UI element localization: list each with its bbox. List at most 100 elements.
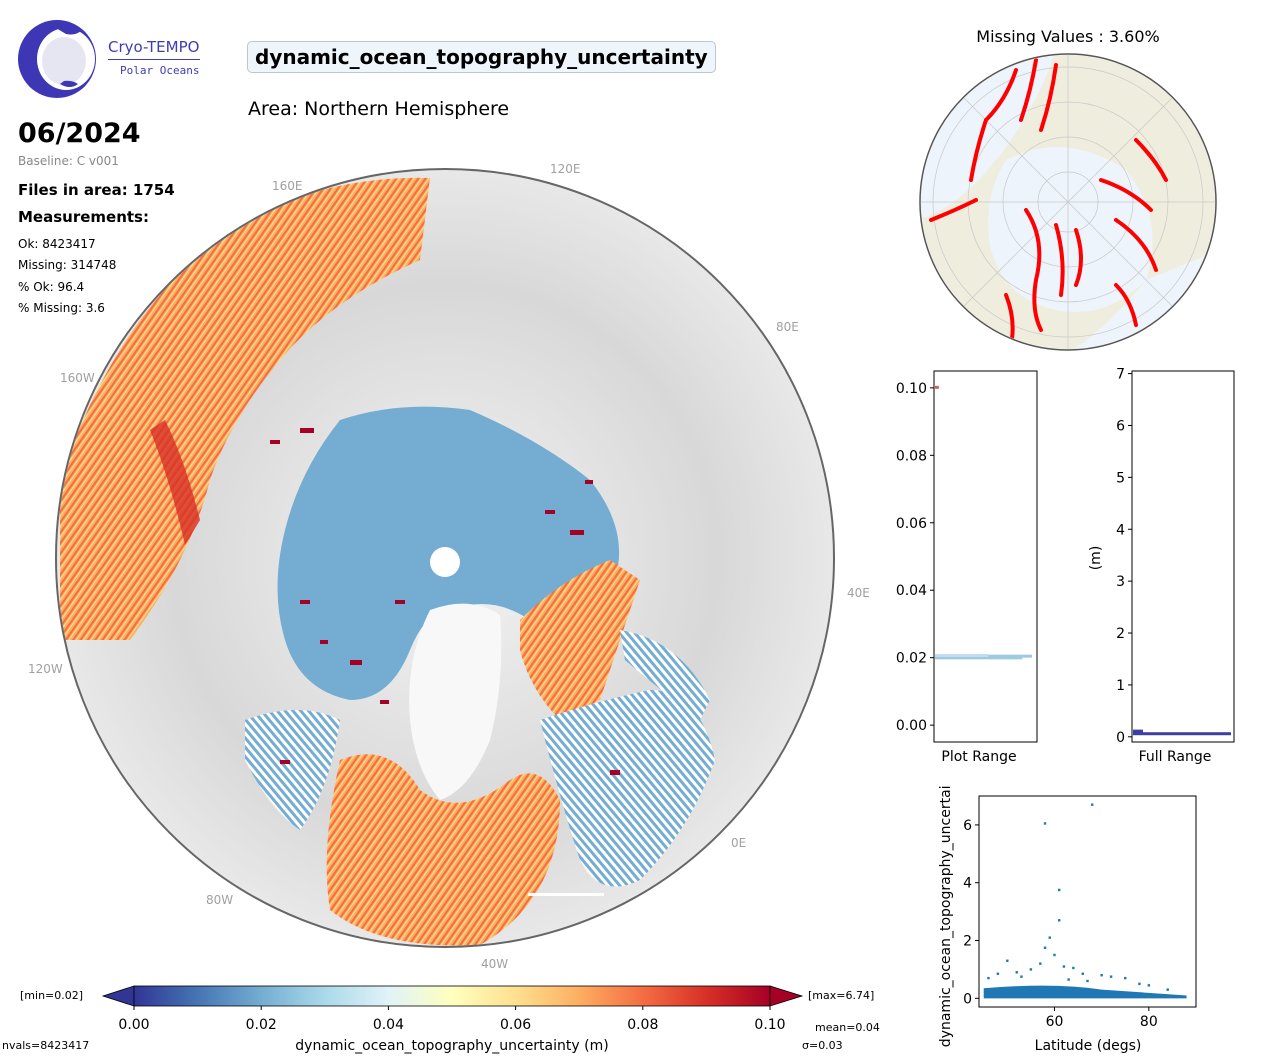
page-title: dynamic_ocean_topography_uncertainty — [247, 41, 716, 73]
colorbar-min-label: [min=0.02] — [20, 989, 83, 1002]
full-range-ytick-label: 6 — [1116, 418, 1125, 434]
full-range-ylabel: (m) — [1088, 546, 1104, 571]
logo-divider — [108, 59, 200, 60]
lon-label-80e: 80E — [776, 320, 799, 334]
colorbar: 0.00 0.02 0.04 0.06 0.08 0.10 [min=0.02] [max… — [2, 985, 880, 1054]
swath-north-pacific — [60, 177, 430, 640]
lon-label-40e: 40E — [847, 586, 870, 600]
plot-range-frame — [933, 370, 1038, 743]
lon-label-120w: 120W — [28, 662, 63, 676]
full-range-xlabel: Full Range — [1139, 749, 1212, 765]
scatter-ylabel: dynamic_ocean_topography_uncertainty — [938, 785, 954, 1047]
lon-label-120e: 120E — [550, 162, 581, 176]
area-label: Area: Northern Hemisphere — [248, 98, 510, 120]
scatter-point — [1006, 959, 1009, 962]
colorbar-tick-label: 0.00 — [118, 1017, 149, 1033]
colorbar-nvals: nvals=8423417 — [2, 1039, 89, 1052]
missing-map-title: Missing Values : 3.60% — [976, 27, 1160, 46]
scatter-point — [1057, 888, 1061, 892]
scatter-point — [1109, 975, 1113, 978]
missing-map-ocean — [988, 147, 1153, 312]
missing-values-map — [919, 53, 1217, 351]
colorbar-tick-label: 0.04 — [373, 1017, 404, 1033]
colorbar-label: dynamic_ocean_topography_uncertainty (m) — [295, 1038, 608, 1054]
colorbar-gradient — [133, 985, 771, 1007]
plot-range-bar — [935, 653, 989, 657]
swath-canadian-archipelago — [245, 710, 340, 830]
main-polar-map: 120E 160E 80E 160W 40E 120W 0E 80W 40W — [28, 162, 870, 971]
plot-range-ytick-label: 0.08 — [896, 448, 927, 464]
scatter-point — [1043, 946, 1047, 949]
colorbar-max-arrow — [769, 985, 804, 1007]
missing-points — [929, 58, 1168, 347]
plot-range-ytick-label: 0.02 — [896, 651, 927, 667]
full-range-ytick-label: 1 — [1116, 678, 1125, 694]
scatter-point — [1072, 966, 1075, 970]
scatter-point — [1039, 962, 1042, 965]
swath-okhotsk — [620, 630, 710, 720]
scatter-point — [1020, 975, 1023, 978]
scatter-point — [1057, 919, 1061, 922]
baseline-label: Baseline: C v001 — [18, 154, 119, 168]
full-range-ytick-label: 2 — [1116, 626, 1125, 642]
plot-range-xlabel: Plot Range — [941, 749, 1016, 765]
scatter-point — [1062, 965, 1066, 968]
stat-missing: Missing: 314748 — [18, 258, 117, 272]
logo-globe-icon — [18, 20, 96, 98]
scatter-ytick-label: 4 — [963, 876, 972, 892]
scatter-point — [1043, 822, 1047, 825]
scatter-xtick-label: 80 — [1140, 1014, 1158, 1030]
scatter-point — [1138, 982, 1141, 986]
full-range-histogram: 0 1 2 3 4 5 6 7 (m) Full Range — [1088, 367, 1235, 765]
scatter-point — [1166, 988, 1169, 991]
scatter-point — [1015, 971, 1018, 974]
swath-pacific-high — [150, 420, 200, 545]
lon-label-40w: 40W — [481, 957, 508, 971]
colorbar-tick-label: 0.06 — [500, 1017, 531, 1033]
scatter-point — [1053, 953, 1056, 957]
full-range-ytick-label: 3 — [1116, 574, 1125, 590]
scatter-frame — [978, 795, 1197, 1008]
scale-bar — [528, 893, 604, 896]
lon-label-160w: 160W — [60, 371, 95, 385]
scatter-ytick-label: 0 — [963, 991, 972, 1007]
colorbar-min-arrow — [101, 985, 135, 1007]
scatter-ytick-label: 6 — [963, 818, 972, 834]
scatter-point — [1124, 976, 1127, 980]
plot-range-bar — [935, 656, 1023, 660]
scatter-point — [987, 976, 990, 980]
colorbar-tick-label: 0.02 — [246, 1017, 277, 1033]
colorbar-tick-label: 0.10 — [754, 1017, 785, 1033]
plot-range-ytick-label: 0.06 — [896, 516, 927, 532]
scatter-point — [1100, 974, 1103, 977]
plot-range-bar — [935, 385, 939, 389]
files-label: Files in area: 1754 — [18, 181, 175, 199]
full-range-frame — [1131, 370, 1235, 743]
stat-percent-ok: % Ok: 96.4 — [18, 280, 85, 294]
stat-percent-missing: % Missing: 3.6 — [18, 301, 105, 315]
scatter-point — [1081, 972, 1084, 975]
scatter-ytick-label: 2 — [963, 934, 972, 950]
full-range-ytick-label: 7 — [1116, 367, 1125, 383]
scatter-point — [1048, 936, 1051, 939]
plot-range-ytick-label: 0.10 — [896, 381, 927, 397]
scatter-dense-band — [983, 985, 1187, 999]
colorbar-tick-label: 0.08 — [627, 1017, 658, 1033]
full-range-ytick-label: 0 — [1116, 730, 1125, 746]
logo: Cryo-TEMPO Polar Oceans — [16, 18, 206, 100]
colorbar-sigma: σ=0.03 — [802, 1039, 843, 1052]
full-range-ytick-label: 4 — [1116, 522, 1125, 538]
missing-map-gridlines — [921, 55, 1215, 349]
scatter-point — [1091, 803, 1094, 806]
logo-line2: Polar Oceans — [120, 64, 200, 77]
scatter-xtick-label: 60 — [1046, 1014, 1064, 1030]
plot-range-ytick-label: 0.00 — [896, 718, 927, 734]
high-uncertainty-patches — [270, 428, 620, 775]
scatter-point — [996, 972, 1000, 975]
map-border — [55, 168, 835, 948]
swath-norwegian-sea — [540, 690, 715, 887]
missing-map-border — [919, 53, 1217, 351]
greenland — [409, 603, 502, 800]
stat-ok: Ok: 8423417 — [18, 237, 96, 251]
full-range-ytick-label: 5 — [1116, 470, 1125, 486]
